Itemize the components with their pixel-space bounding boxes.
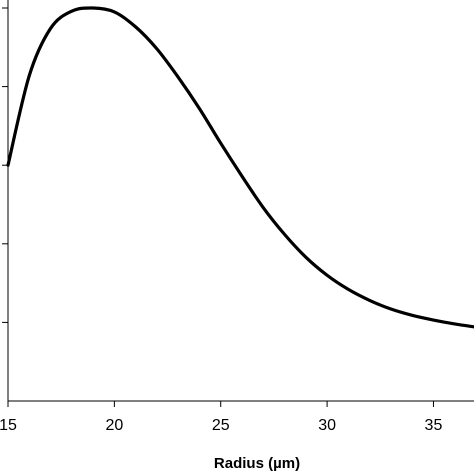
x-tick-label: 30 xyxy=(318,417,336,434)
axes xyxy=(2,0,474,407)
series-line xyxy=(6,6,474,329)
series-group xyxy=(6,6,474,329)
x-tick-label: 15 xyxy=(0,417,17,434)
x-axis-title: Radius (µm) xyxy=(214,455,300,472)
x-tick-label: 25 xyxy=(212,417,230,434)
x-tick-label: 35 xyxy=(425,417,443,434)
x-tick-labels: 15 20 25 30 35 xyxy=(0,417,442,434)
x-tick-label: 20 xyxy=(105,417,123,434)
